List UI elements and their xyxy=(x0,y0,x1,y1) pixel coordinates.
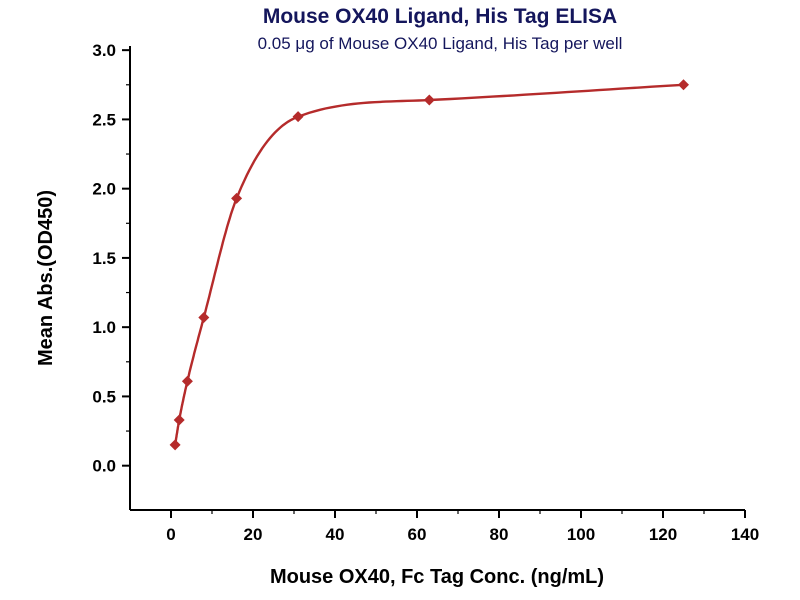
x-tick-label: 40 xyxy=(326,525,345,544)
x-tick-label: 140 xyxy=(731,525,759,544)
x-tick-label: 60 xyxy=(408,525,427,544)
y-axis-label: Mean Abs.(OD450) xyxy=(35,190,57,366)
y-tick-label: 0.5 xyxy=(92,387,116,406)
x-tick-label: 120 xyxy=(649,525,677,544)
y-tick-label: 1.0 xyxy=(92,318,116,337)
data-point xyxy=(169,439,181,451)
x-tick-label: 80 xyxy=(490,525,509,544)
chart-title: Mouse OX40 Ligand, His Tag ELISA xyxy=(262,5,618,28)
chart-subtitle: 0.05 μg of Mouse OX40 Ligand, His Tag pe… xyxy=(257,34,623,53)
data-point xyxy=(181,375,193,387)
y-tick-label: 0.0 xyxy=(92,457,116,476)
data-point xyxy=(292,111,304,123)
data-point xyxy=(423,94,435,106)
x-tick-label: 0 xyxy=(166,525,175,544)
fit-curve xyxy=(173,83,684,446)
data-point xyxy=(678,79,689,91)
x-tick-label: 100 xyxy=(567,525,595,544)
data-point xyxy=(231,192,243,204)
x-tick-label: 20 xyxy=(244,525,263,544)
y-tick-label: 3.0 xyxy=(92,41,116,60)
x-axis-label: Mouse OX40, Fc Tag Conc. (ng/mL) xyxy=(270,566,604,588)
data-point xyxy=(198,312,210,323)
y-tick-label: 2.5 xyxy=(92,110,116,129)
data-point xyxy=(173,414,185,426)
y-tick-label: 2.0 xyxy=(92,180,116,199)
y-tick-label: 1.5 xyxy=(92,249,116,268)
